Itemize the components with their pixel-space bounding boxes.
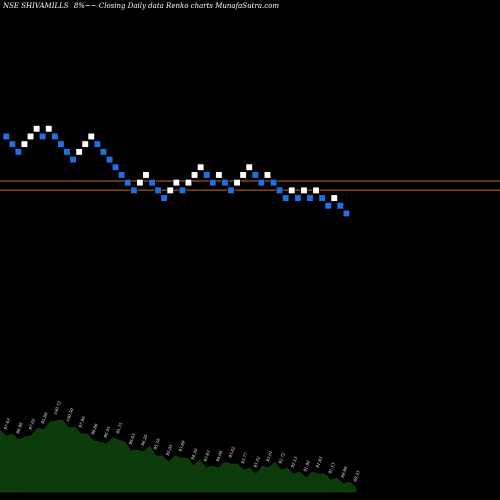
- renko-brick-down: [14, 148, 22, 156]
- renko-brick-down: [2, 132, 10, 140]
- renko-brick-up: [20, 140, 29, 148]
- renko-brick-down: [8, 140, 16, 148]
- renko-brick-down: [342, 209, 351, 217]
- renko-brick-down: [148, 179, 156, 187]
- volume-label: 91.90: [302, 459, 311, 472]
- renko-brick-down: [257, 179, 265, 187]
- renko-brick-up: [312, 186, 320, 194]
- renko-brick-up: [136, 179, 144, 187]
- renko-brick-up: [33, 125, 41, 133]
- renko-brick-up: [142, 171, 150, 179]
- volume-label: 92.72: [277, 451, 286, 464]
- renko-brick-down: [324, 202, 332, 210]
- volume-label: 93.32: [252, 455, 261, 468]
- renko-brick-down: [318, 194, 326, 202]
- volume-label: 97.02: [27, 417, 36, 430]
- volume-label: 95.18: [152, 437, 161, 450]
- volume-label: 89.99: [340, 465, 349, 478]
- renko-brick-up: [81, 140, 89, 148]
- volume-label: 96.98: [15, 421, 24, 434]
- volume-label: 93.77: [240, 451, 249, 464]
- volume-label: 95.75: [115, 421, 124, 434]
- renko-brick-up: [245, 163, 253, 171]
- renko-brick-up: [215, 171, 223, 179]
- volume-label: 93.62: [227, 445, 236, 458]
- renko-brick-up: [330, 194, 338, 202]
- renko-brick-up: [75, 148, 83, 156]
- renko-brick-up: [172, 179, 180, 187]
- volume-label: 94.08: [215, 449, 224, 462]
- volume-label: 91.13: [327, 461, 336, 474]
- volume-label: 97.90: [77, 415, 86, 428]
- reference-lines: [0, 180, 500, 191]
- volume-label: 93.83: [202, 449, 211, 462]
- volume-label: 96.35: [102, 425, 111, 438]
- renko-brick-down: [63, 148, 71, 156]
- renko-brick-up: [191, 171, 199, 179]
- volume-label: 100.50: [65, 407, 75, 422]
- volume-label: 95.05: [165, 443, 174, 456]
- renko-bricks: [2, 125, 351, 217]
- renko-brick-up: [166, 186, 174, 194]
- renko-brick-down: [294, 194, 302, 202]
- renko-brick-down: [93, 140, 101, 148]
- renko-brick-down: [106, 156, 114, 164]
- volume-label: 96.86: [90, 422, 99, 435]
- renko-brick-down: [306, 194, 314, 202]
- renko-brick-up: [184, 179, 192, 187]
- volume-label: 94.30: [190, 447, 199, 460]
- volume-label: 93.01: [265, 450, 274, 462]
- renko-brick-down: [282, 194, 290, 202]
- renko-brick-down: [99, 148, 107, 156]
- renko-brick-down: [130, 186, 138, 194]
- chart-subtitle: 8%~~ Closing Daily data Renko charts Mun…: [74, 2, 280, 10]
- renko-brick-down: [57, 140, 65, 148]
- volume-label: 95.88: [40, 411, 49, 424]
- renko-brick-down: [336, 202, 344, 210]
- volume-label: 100.72: [52, 400, 62, 415]
- renko-brick-down: [251, 171, 259, 179]
- chart-title: NSE SHIVAMILLS 8%~~ Closing Daily data R…: [2, 2, 279, 10]
- renko-brick-down: [39, 132, 47, 140]
- volume-label: 96.20: [140, 433, 149, 446]
- renko-brick-up: [87, 132, 95, 140]
- volume-label: 89.33: [352, 469, 361, 482]
- volume-label: 92.13: [290, 455, 299, 468]
- renko-brick-up: [288, 186, 296, 194]
- renko-brick-up: [263, 171, 272, 179]
- renko-brick-down: [227, 186, 235, 194]
- renko-brick-down: [160, 194, 168, 202]
- chart-title-symbol: NSE SHIVAMILLS: [2, 2, 69, 10]
- volume-label: 96.63: [127, 432, 136, 445]
- renko-brick-down: [154, 186, 162, 194]
- renko-brick-down: [209, 179, 217, 187]
- renko-brick-down: [118, 171, 126, 179]
- renko-brick-down: [276, 186, 284, 194]
- renko-brick-up: [26, 132, 35, 140]
- renko-brick-down: [112, 163, 120, 171]
- volume-label: 91.63: [315, 455, 324, 468]
- renko-brick-up: [239, 171, 247, 179]
- volume-label: 97.43: [2, 417, 11, 430]
- renko-brick-up: [233, 179, 241, 187]
- renko-brick-down: [69, 156, 77, 164]
- renko-brick-down: [203, 171, 211, 179]
- renko-brick-down: [221, 179, 229, 187]
- volume-label: 93.89: [177, 439, 186, 452]
- renko-brick-up: [300, 186, 308, 194]
- renko-brick-down: [269, 179, 278, 187]
- renko-brick-down: [51, 132, 59, 140]
- renko-brick-down: [178, 186, 186, 194]
- renko-brick-up: [45, 125, 53, 133]
- renko-brick-down: [124, 179, 132, 187]
- volume-area: [0, 419, 357, 493]
- renko-brick-up: [197, 163, 205, 171]
